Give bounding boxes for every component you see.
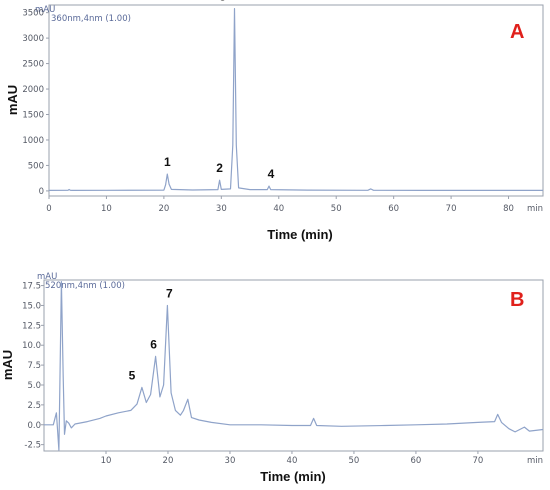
panel-b-xtick-label: 20	[163, 456, 174, 466]
panel-b-xtick-label: 40	[287, 456, 298, 466]
panel-a-x-unit: min	[527, 204, 543, 214]
panel-a-ylabel: mAU	[5, 85, 20, 115]
panel-a-xtick-label: 80	[503, 204, 514, 214]
panel-a-ytick-label: 3000	[22, 34, 44, 44]
panel-a-channel: 360nm,4nm (1.00)	[51, 14, 131, 24]
panel-a-ytick-label: 500	[28, 161, 44, 171]
panel-a-xtick-label: 70	[446, 204, 457, 214]
panel-b-ytick-label: 0.0	[27, 421, 41, 431]
panel-b-ytick-label: 10.0	[22, 341, 41, 351]
peak-label-3: 3	[219, 0, 226, 4]
panel-a-ytick-label: 2500	[22, 60, 44, 70]
peak-label-5: 5	[129, 368, 136, 382]
panel-b-channel: 520nm,4nm (1.00)	[45, 281, 125, 291]
panel-a-ytick-label: 1000	[22, 136, 44, 146]
panel-b-xtick-label: 50	[349, 456, 360, 466]
panel-b: mAU 520nm,4nm (1.00) mAU Time (min) min …	[0, 272, 544, 484]
panel-a-ytick-label: 2000	[22, 85, 44, 95]
panel-a-xtick-label: 20	[158, 204, 169, 214]
panel-a-xlabel: Time (min)	[267, 227, 333, 242]
panel-a-unit-top: mAU	[35, 5, 55, 15]
panel-a-ytick-label: 0	[39, 187, 44, 197]
panel-b-trace	[44, 281, 544, 451]
panel-a-xtick-label: 40	[273, 204, 284, 214]
panel-b-ytick-label: 2.5	[27, 401, 41, 411]
peak-label-7: 7	[166, 286, 173, 300]
panel-a-xtick-label: 10	[101, 204, 112, 214]
panel-a-xtick-label: 0	[46, 204, 51, 214]
panel-b-ytick-label: 12.5	[22, 321, 41, 331]
panel-b-unit-top: mAU	[37, 272, 57, 282]
panel-a-xtick-label: 60	[388, 204, 399, 214]
panel-a-xtick-label: 30	[216, 204, 227, 214]
panel-b-ytick-label: 7.5	[27, 361, 41, 371]
panel-b-xtick-label: 10	[101, 456, 112, 466]
panel-b-xtick-label: 30	[225, 456, 236, 466]
panel-a-ytick-label: 1500	[22, 111, 44, 121]
peak-label-6: 6	[150, 337, 157, 351]
panel-b-xtick-label: 60	[411, 456, 422, 466]
panel-b-x-unit: min	[527, 456, 543, 466]
panel-b-ytick-label: 17.5	[22, 282, 41, 292]
panel-a-frame	[48, 4, 544, 197]
panel-b-ylabel: mAU	[0, 350, 15, 380]
panel-a: mAU 360nm,4nm (1.00) mAU Time (min) min …	[5, 0, 544, 242]
peak-label-4: 4	[268, 167, 275, 181]
peak-label-2: 2	[216, 161, 223, 175]
panel-b-ytick-label: -2.5	[24, 441, 41, 451]
panel-a-trace	[48, 8, 543, 191]
panel-b-letter: B	[510, 289, 524, 311]
panel-a-ytick-label: 3500	[22, 9, 44, 19]
panel-b-ytick-label: 5.0	[27, 381, 41, 391]
panel-b-ytick-label: 15.0	[22, 301, 41, 311]
panel-b-xlabel: Time (min)	[260, 469, 326, 484]
peak-label-1: 1	[164, 155, 171, 169]
panel-a-xtick-label: 50	[331, 204, 342, 214]
panel-a-letter: A	[510, 21, 524, 43]
panel-b-xtick-label: 70	[472, 456, 483, 466]
